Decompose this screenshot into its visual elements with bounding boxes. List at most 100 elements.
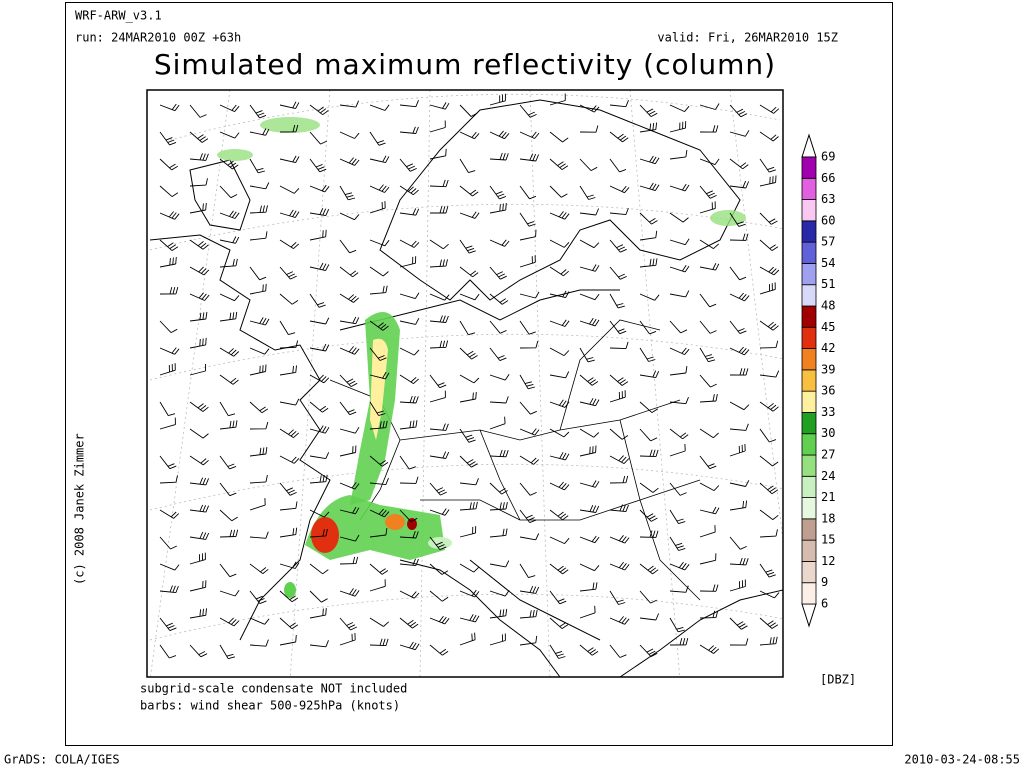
wind-barb	[399, 641, 420, 651]
wind-barb	[339, 482, 360, 490]
wind-barb	[489, 502, 508, 511]
wind-barb	[369, 477, 389, 486]
wind-barb	[699, 553, 717, 565]
wind-barb	[459, 104, 478, 117]
wind-barb	[339, 212, 360, 221]
wind-barb	[219, 482, 237, 497]
wind-barb	[609, 131, 629, 143]
wind-barb	[579, 158, 598, 171]
wind-barb	[279, 293, 299, 305]
wind-barb	[639, 530, 659, 538]
wind-barb	[729, 104, 748, 118]
wind-barb	[249, 421, 269, 430]
wind-barb	[489, 93, 506, 106]
wind-barb	[669, 366, 688, 376]
wind-barb	[669, 482, 687, 496]
wind-barb	[369, 371, 390, 380]
wind-barb	[669, 509, 686, 525]
wind-barb	[669, 183, 690, 192]
wind-barb	[729, 233, 749, 241]
wind-barb	[189, 428, 209, 439]
wind-barb	[549, 452, 570, 461]
wind-barb	[759, 370, 780, 378]
wind-barb	[429, 536, 447, 551]
wind-barb	[279, 617, 299, 630]
wind-barb	[339, 374, 358, 387]
wind-barb	[579, 505, 600, 513]
wind-barb	[159, 286, 179, 295]
wind-barb	[759, 617, 779, 629]
wind-barb	[519, 153, 540, 162]
wind-barb	[219, 210, 240, 219]
wind-barb	[549, 211, 570, 220]
wind-barb	[519, 482, 537, 496]
wind-barb	[549, 536, 570, 545]
wind-barb	[249, 364, 267, 376]
wind-barb	[279, 266, 297, 280]
wind-barb	[249, 447, 268, 457]
wind-barb	[639, 370, 660, 379]
wind-barb	[279, 398, 300, 406]
wind-barb	[519, 533, 540, 541]
wind-barb	[369, 104, 390, 111]
wind-barb	[609, 341, 629, 350]
wind-barb	[219, 236, 240, 244]
wind-barb	[189, 608, 207, 619]
colorbar-unit: [DBZ]	[820, 673, 856, 687]
colorbar-label: 18	[821, 511, 835, 525]
wind-barb	[759, 428, 777, 443]
wind-barb	[249, 401, 269, 414]
wind-barb	[189, 363, 207, 376]
wind-barb	[729, 130, 750, 137]
wind-barb	[399, 420, 418, 430]
colorbar-label: 45	[821, 320, 835, 334]
map-title: Simulated maximum reflectivity (column)	[154, 48, 776, 81]
wind-barb	[759, 282, 776, 295]
wind-barb	[699, 158, 720, 166]
echo-area	[284, 582, 296, 598]
wind-barb	[579, 397, 600, 407]
wind-barb	[669, 617, 686, 633]
wind-barb	[699, 239, 720, 249]
wind-barb	[159, 585, 179, 594]
wind-barb	[249, 104, 267, 119]
wind-barb	[459, 391, 477, 403]
wind-barb	[699, 394, 718, 403]
colorbar-label: 6	[821, 597, 828, 611]
wind-barb	[399, 455, 416, 470]
wind-barb	[159, 131, 177, 146]
colorbar-box	[801, 305, 817, 328]
wind-barb	[609, 590, 626, 605]
wind-barb	[309, 608, 327, 619]
wind-barb	[339, 534, 360, 542]
wind-barb	[159, 401, 176, 417]
wind-barb	[579, 347, 595, 363]
wind-barb	[579, 535, 600, 544]
wind-barb	[759, 563, 776, 578]
wind-barb	[159, 256, 177, 268]
wind-barb	[699, 347, 716, 363]
wind-barb	[729, 346, 750, 356]
wind-barbs	[159, 93, 780, 660]
colorbar-label: 69	[821, 150, 835, 164]
wind-barb	[579, 428, 600, 438]
wind-barb	[159, 417, 176, 430]
wind-barb	[279, 527, 298, 538]
wind-barb	[579, 563, 600, 572]
wind-barb	[159, 509, 180, 519]
wind-barb	[639, 182, 660, 192]
wind-barb	[219, 293, 240, 302]
colorbar-box	[801, 433, 817, 456]
wind-barb	[699, 185, 717, 199]
wind-barb	[339, 426, 360, 434]
wind-barb	[430, 206, 449, 214]
wind-barb	[699, 320, 717, 334]
wind-barb	[609, 100, 629, 108]
wind-barb	[249, 639, 269, 647]
wind-barb	[729, 500, 748, 511]
wind-barb	[279, 561, 300, 569]
echo-core	[311, 517, 339, 553]
wind-barb	[279, 155, 300, 164]
colorbar-label: 54	[821, 256, 835, 270]
wind-barb	[669, 149, 688, 160]
